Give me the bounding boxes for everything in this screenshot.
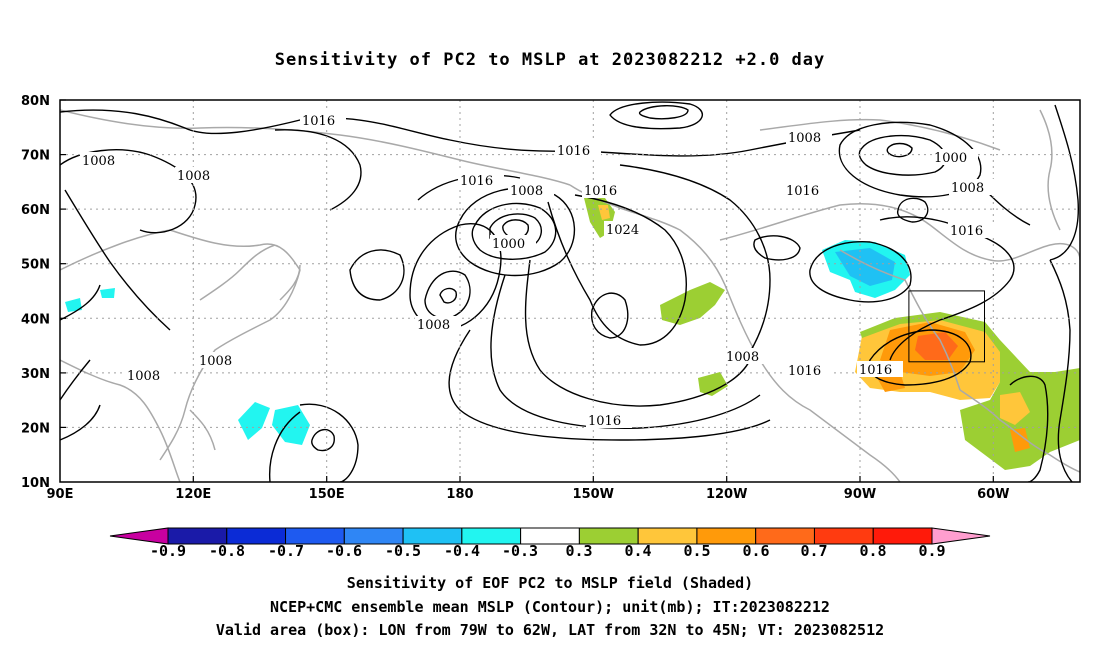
valid-area-box <box>908 290 986 363</box>
contour-label: 1016 <box>302 114 335 129</box>
shade-caribbean-orange <box>1010 428 1030 452</box>
contour-label: 1008 <box>726 350 759 365</box>
contour-label: 1008 <box>788 131 821 146</box>
shade-red-core <box>915 332 958 360</box>
contour-label: 1000 <box>934 151 967 166</box>
lon-tick-label: 150E <box>309 487 345 502</box>
contour-label: 1016 <box>788 364 821 379</box>
colorbar-label: -0.7 <box>268 542 304 560</box>
colorbar-label: -0.9 <box>150 542 186 560</box>
contour-label: 1008 <box>127 369 160 384</box>
caption-line-3: Valid area (box): LON from 79W to 62W, L… <box>215 621 885 639</box>
colorbar-label: 0.3 <box>565 542 592 560</box>
colorbar-label: -0.5 <box>385 542 421 560</box>
lat-tick-label: 10N <box>21 476 50 491</box>
colorbar <box>109 527 991 545</box>
lon-tick-label: 60W <box>977 487 1009 502</box>
contour-labels: 1016 1016 1016 1016 1016 1016 1016 1016 … <box>80 112 995 429</box>
lon-tick-label: 90E <box>47 487 74 502</box>
caption-line-1: Sensitivity of EOF PC2 to MSLP field (Sh… <box>346 574 754 592</box>
contour-label: 1016 <box>588 414 621 429</box>
colorbar-label: -0.4 <box>444 542 480 560</box>
sensitivity-shading <box>65 198 1080 470</box>
contour-label: 1008 <box>417 318 450 333</box>
lat-tick-label: 20N <box>21 421 50 436</box>
contour-label: 1016 <box>786 184 819 199</box>
colorbar-label: -0.8 <box>209 542 245 560</box>
caption-line-2: NCEP+CMC ensemble mean MSLP (Contour); u… <box>270 598 830 616</box>
lon-tick-label: 150W <box>573 487 614 502</box>
shade-pacific-green <box>660 282 725 325</box>
coastlines <box>60 109 1080 482</box>
shade-canada-blue <box>835 248 895 286</box>
tick-marks <box>60 99 994 482</box>
lat-tick-label: 60N <box>21 203 50 218</box>
lon-tick-labels: 90E 120E 150E 180 150W 120W 90W 60W <box>47 487 1010 502</box>
colorbar-label: -0.6 <box>326 542 362 560</box>
shade-cyan-small-2 <box>100 288 115 298</box>
contour-label: 1024 <box>606 223 639 238</box>
contour-label: 1008 <box>510 184 543 199</box>
contour-label: 1008 <box>82 154 115 169</box>
contour-label: 1008 <box>951 181 984 196</box>
lon-tick-label: 120W <box>706 487 747 502</box>
colorbar-label: 0.4 <box>624 542 651 560</box>
lat-tick-label: 50N <box>21 258 50 273</box>
lon-tick-label: 180 <box>446 487 473 502</box>
lat-tick-label: 70N <box>21 149 50 164</box>
contour-label: 1016 <box>950 224 983 239</box>
contour-label: 1008 <box>177 169 210 184</box>
shade-cyan-small <box>65 298 82 312</box>
colorbar-swatch <box>872 527 933 545</box>
contour-label: 1016 <box>584 184 617 199</box>
map-title: Sensitivity of PC2 to MSLP at 2023082212… <box>274 50 826 70</box>
contour-label: 1016 <box>859 363 892 378</box>
contour-label: 1016 <box>460 174 493 189</box>
colorbar-label: -0.3 <box>502 542 538 560</box>
shade-caribbean-yellow <box>1000 392 1030 425</box>
colorbar-label: 0.7 <box>800 542 827 560</box>
contour-label: 1000 <box>492 237 525 252</box>
shade-pacific-green-2 <box>698 372 728 396</box>
colorbar-label: 0.8 <box>859 542 886 560</box>
contour-label: 1008 <box>199 354 232 369</box>
contour-label: 1016 <box>557 144 590 159</box>
shade-wpac-cyan-2 <box>272 405 310 445</box>
shade-wpac-cyan-1 <box>238 402 270 440</box>
lat-tick-label: 30N <box>21 367 50 382</box>
lat-tick-labels: 80N 70N 60N 50N 40N 30N 20N 10N <box>21 94 50 491</box>
lat-tick-label: 40N <box>21 312 50 327</box>
colorbar-label: 0.9 <box>918 542 945 560</box>
map-frame <box>59 99 1081 483</box>
colorbar-label: 0.6 <box>742 542 769 560</box>
colorbar-label: 0.5 <box>683 542 710 560</box>
lon-tick-label: 90W <box>844 487 876 502</box>
lon-tick-label: 120E <box>175 487 211 502</box>
colorbar-labels: -0.9 -0.8 -0.7 -0.6 -0.5 -0.4 -0.3 0.3 0… <box>150 542 946 560</box>
lat-tick-label: 80N <box>21 94 50 109</box>
